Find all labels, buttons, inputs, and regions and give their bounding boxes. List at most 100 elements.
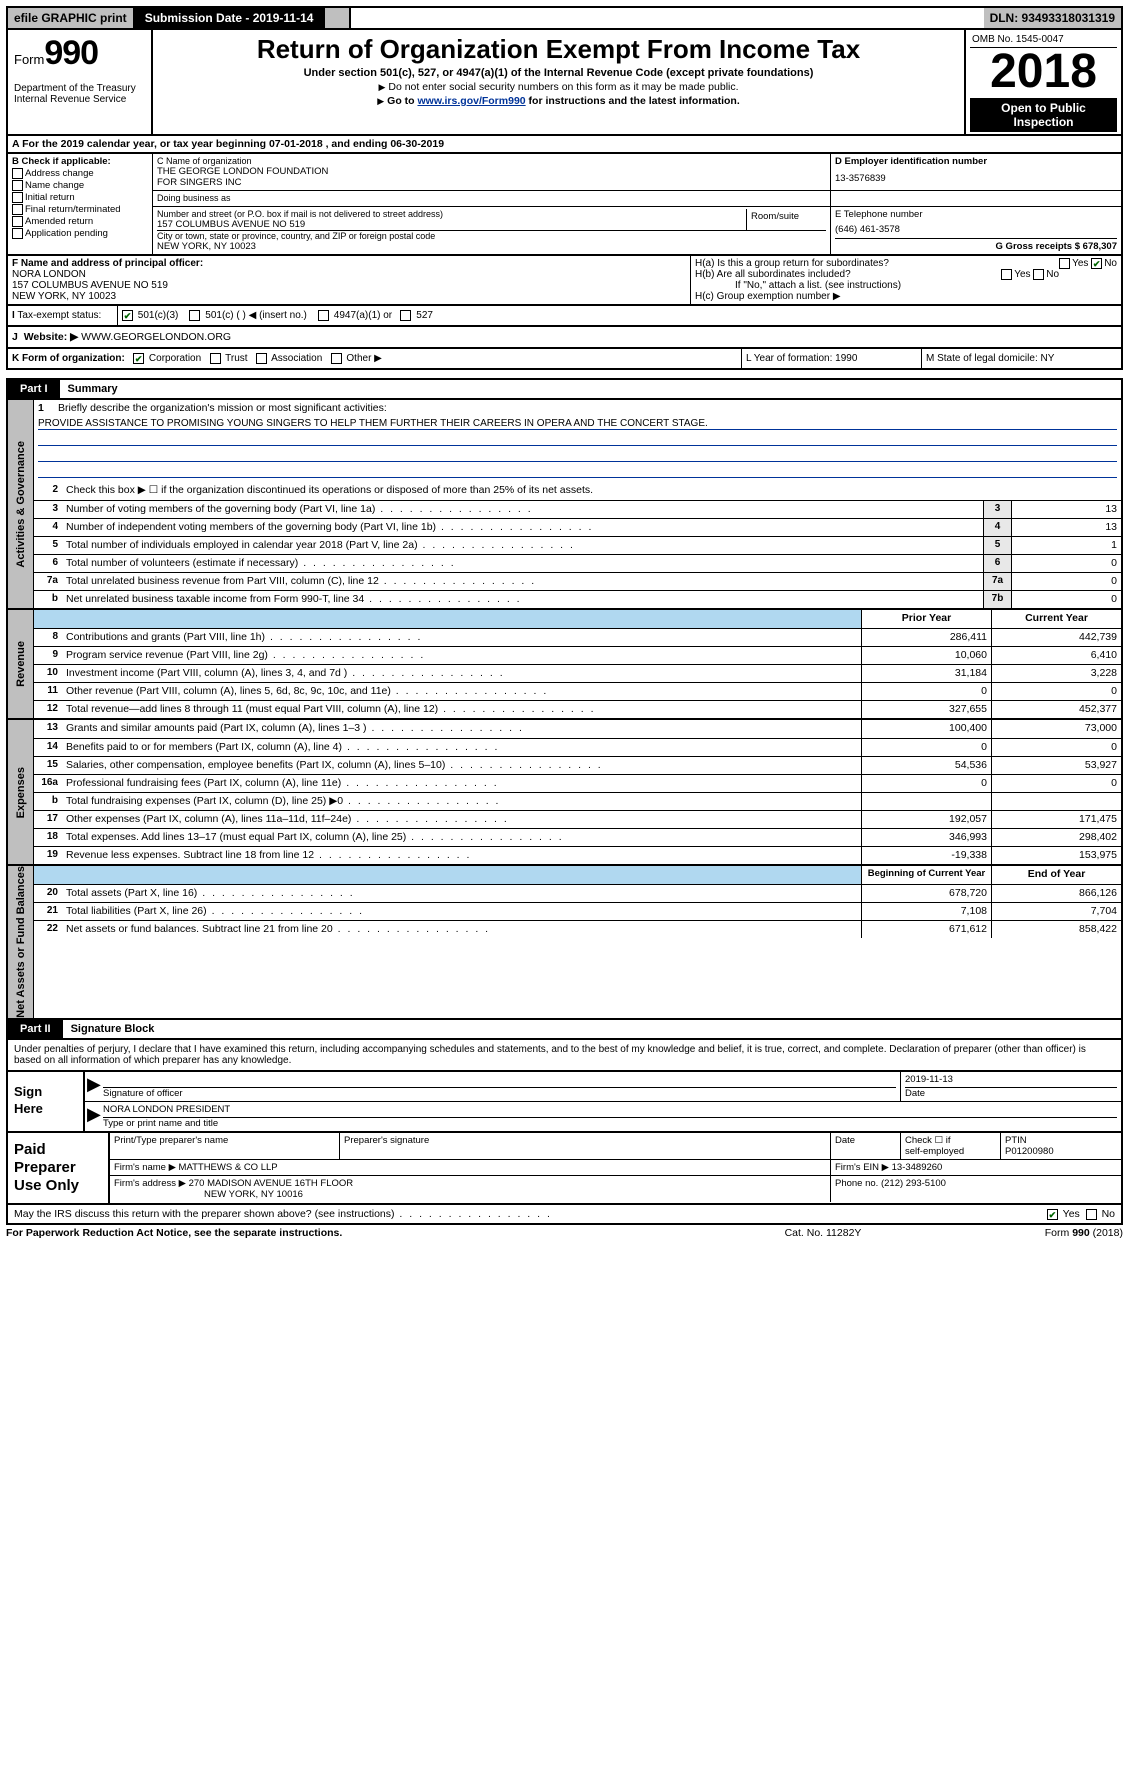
cb-trust[interactable] (210, 353, 221, 364)
col-b-checkboxes: B Check if applicable: Address change Na… (8, 154, 153, 254)
ein-value: 13-3576839 (835, 173, 1117, 184)
cb-discuss-yes[interactable] (1047, 1209, 1058, 1220)
form-title: Return of Organization Exempt From Incom… (159, 34, 958, 65)
exp-line-19: Revenue less expenses. Subtract line 18 … (62, 847, 861, 864)
cb-association[interactable] (256, 353, 267, 364)
col-b-header: B Check if applicable: (12, 156, 148, 167)
discuss-row: May the IRS discuss this return with the… (6, 1205, 1123, 1225)
hdr-current-year: Current Year (991, 610, 1121, 628)
section-revenue: Revenue Prior Year Current Year 8Contrib… (6, 610, 1123, 720)
cb-discuss-no[interactable] (1086, 1209, 1097, 1220)
part-1-title: Summary (60, 380, 126, 398)
prep-firm-name: Firm's name ▶ MATTHEWS & CO LLP (110, 1160, 831, 1175)
cb-address-change[interactable]: Address change (12, 168, 148, 179)
perjury-statement: Under penalties of perjury, I declare th… (6, 1040, 1123, 1072)
footer-form: Form 990 (2018) (923, 1227, 1123, 1239)
rev-line-9: Program service revenue (Part VIII, line… (62, 647, 861, 664)
cb-application-pending[interactable]: Application pending (12, 228, 148, 239)
sig-officer-label: Signature of officer (103, 1088, 896, 1099)
form-header: Form990 Department of the TreasuryIntern… (6, 30, 1123, 136)
prep-hdr-name: Print/Type preparer's name (110, 1133, 340, 1159)
part-2-title: Signature Block (63, 1020, 163, 1038)
label-street: Number and street (or P.O. box if mail i… (157, 209, 746, 219)
rev-line-10: Investment income (Part VIII, column (A)… (62, 665, 861, 682)
rev-line-8: Contributions and grants (Part VIII, lin… (62, 629, 861, 646)
row-j-website: J Website: ▶ WWW.GEORGELONDON.ORG (6, 325, 1123, 347)
section-governance: Activities & Governance 1Briefly describ… (6, 400, 1123, 610)
label-f-officer: F Name and address of principal officer: (12, 258, 686, 269)
row-i-tax-status: I Tax-exempt status: 501(c)(3) 501(c) ( … (6, 304, 1123, 325)
block-f-h: F Name and address of principal officer:… (6, 254, 1123, 304)
vtab-expenses: Expenses (15, 767, 27, 818)
form-footer: For Paperwork Reduction Act Notice, see … (6, 1225, 1123, 1241)
prep-hdr-date: Date (831, 1133, 901, 1159)
block-b-to-g: B Check if applicable: Address change Na… (6, 154, 1123, 254)
hdr-beginning-year: Beginning of Current Year (861, 866, 991, 884)
rev-line-12: Total revenue—add lines 8 through 11 (mu… (62, 701, 861, 718)
prep-firm-addr: Firm's address ▶ 270 MADISON AVENUE 16TH… (110, 1176, 831, 1202)
vtab-revenue: Revenue (15, 641, 27, 687)
prep-hdr-check: Check ☐ ifself-employed (901, 1133, 1001, 1159)
h-b-subordinates: H(b) Are all subordinates included? Yes … (695, 269, 1117, 280)
submission-date-label: Submission Date - 2019-11-14 (135, 8, 326, 28)
label-dba: Doing business as (157, 193, 231, 203)
cb-final-return[interactable]: Final return/terminated (12, 204, 148, 215)
na-line-22: Net assets or fund balances. Subtract li… (62, 921, 861, 938)
gov-line-b: Net unrelated business taxable income fr… (62, 591, 983, 608)
part-1-header: Part I Summary (6, 378, 1123, 400)
label-d-ein: D Employer identification number (835, 156, 1117, 167)
mission-text: PROVIDE ASSISTANCE TO PROMISING YOUNG SI… (38, 418, 708, 429)
prep-hdr-sig: Preparer's signature (340, 1133, 831, 1159)
prep-firm-ein: Firm's EIN ▶ 13-3489260 (831, 1160, 1121, 1175)
cb-name-change[interactable]: Name change (12, 180, 148, 191)
label-i: I Tax-exempt status: (8, 306, 118, 325)
gov-line-5: Total number of individuals employed in … (62, 537, 983, 554)
label-room: Room/suite (746, 209, 826, 230)
sig-name-label: Type or print name and title (103, 1118, 1117, 1129)
city-value: NEW YORK, NY 10023 (157, 241, 826, 252)
exp-line-15: Salaries, other compensation, employee b… (62, 757, 861, 774)
phone-value: (646) 461-3578 (835, 224, 1117, 235)
exp-line-13: Grants and similar amounts paid (Part IX… (62, 720, 861, 738)
label-city: City or town, state or province, country… (157, 231, 826, 241)
exp-line-14: Benefits paid to or for members (Part IX… (62, 739, 861, 756)
sig-name: NORA LONDON PRESIDENT (103, 1104, 1117, 1118)
gov-line-4: Number of independent voting members of … (62, 519, 983, 536)
gov-line-3: Number of voting members of the governin… (62, 501, 983, 518)
sig-date: 2019-11-13 (905, 1074, 1117, 1088)
cb-527[interactable] (400, 310, 411, 321)
cb-4947[interactable] (318, 310, 329, 321)
rev-line-11: Other revenue (Part VIII, column (A), li… (62, 683, 861, 700)
vtab-governance: Activities & Governance (15, 441, 27, 568)
cb-amended-return[interactable]: Amended return (12, 216, 148, 227)
sign-block: SignHere ▶ Signature of officer 2019-11-… (6, 1072, 1123, 1133)
h-b-note: If "No," attach a list. (see instruction… (695, 280, 1117, 291)
gov-line-6: Total number of volunteers (estimate if … (62, 555, 983, 572)
submission-gap (325, 8, 350, 28)
hdr-prior-year: Prior Year (861, 610, 991, 628)
form990-link[interactable]: www.irs.gov/Form990 (417, 95, 525, 107)
l-year-formation: L Year of formation: 1990 (741, 349, 921, 368)
vtab-net-assets: Net Assets or Fund Balances (15, 866, 27, 1018)
line-2-text: Check this box ▶ ☐ if the organization d… (62, 482, 1121, 500)
top-bar: efile GRAPHIC print Submission Date - 20… (6, 6, 1123, 30)
exp-line-17: Other expenses (Part IX, column (A), lin… (62, 811, 861, 828)
cb-501c3[interactable] (122, 310, 133, 321)
cb-initial-return[interactable]: Initial return (12, 192, 148, 203)
cb-501c[interactable] (189, 310, 200, 321)
efile-label[interactable]: efile GRAPHIC print (8, 8, 135, 28)
gov-line-7a: Total unrelated business revenue from Pa… (62, 573, 983, 590)
cb-corporation[interactable] (133, 353, 144, 364)
officer-addr2: NEW YORK, NY 10023 (12, 291, 686, 302)
cb-other[interactable] (331, 353, 342, 364)
part-2-header: Part II Signature Block (6, 1020, 1123, 1040)
org-name-2: FOR SINGERS INC (157, 177, 826, 188)
part-1-tab: Part I (8, 380, 60, 398)
line-1-label: Briefly describe the organization's miss… (58, 402, 387, 414)
prep-firm-phone: Phone no. (212) 293-5100 (831, 1176, 1121, 1202)
org-name-1: THE GEORGE LONDON FOUNDATION (157, 166, 826, 177)
section-net-assets: Net Assets or Fund Balances Beginning of… (6, 866, 1123, 1020)
row-a-tax-year: A For the 2019 calendar year, or tax yea… (6, 136, 1123, 154)
form-subtitle-3: Go to www.irs.gov/Form990 for instructio… (159, 95, 958, 107)
footer-paperwork: For Paperwork Reduction Act Notice, see … (6, 1227, 723, 1239)
